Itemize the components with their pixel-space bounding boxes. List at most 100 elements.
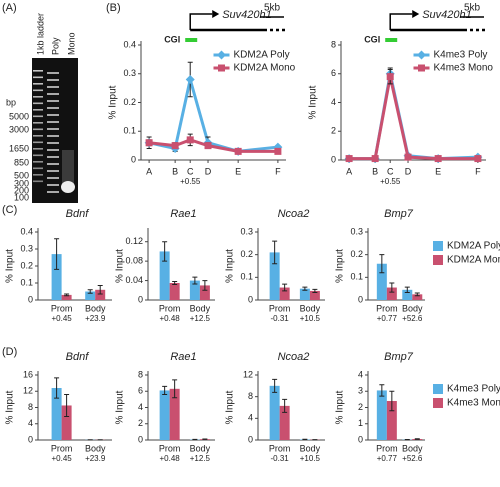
y-tick-label: 0 [28,434,33,444]
gene-arrow [389,13,413,30]
x-tick-label: Prom [159,303,181,313]
size-label: 100 [14,192,29,202]
ladder-band [33,154,43,157]
error-bar [312,288,318,294]
y-tick-label: 4 [28,418,33,428]
x-tick-label: F [275,166,281,176]
poly-band [47,191,59,193]
bar [402,289,413,300]
panel-label: (D) [2,346,17,358]
y-tick-label: 12 [23,386,33,396]
bar [61,294,72,300]
error-bar [97,285,103,295]
x-tick-label: Body [190,303,211,313]
y-axis-label: % Input [225,390,236,424]
y-tick-label: 0.3 [240,226,253,236]
y-axis-label: % Input [115,390,126,424]
ladder-band [33,167,43,170]
size-label: 300 [14,178,29,188]
gene-name: Suv420h1 [422,9,472,21]
y-tick-label: 12 [243,369,253,379]
error-bar [389,282,395,293]
panel-label: (C) [2,204,17,216]
cgi-label: CGI [164,34,180,44]
x-sublabel: +12.5 [190,454,211,463]
poly-band [47,177,59,179]
x-sublabel: +0.77 [377,454,398,463]
legend-swatch [433,398,443,408]
x-tick-label: F [475,166,481,176]
y-tick-label: 6 [138,386,143,396]
y-tick-label: 1 [358,418,363,428]
x-tick-label: Body [300,303,321,313]
x-sublabel: +52.6 [402,454,423,463]
legend-label: KDM2A Poly [234,50,290,61]
legend-label: K4me3 Poly [447,384,500,395]
y-tick-label: 0 [331,154,336,164]
y-axis-label: % Input [335,249,346,283]
error-bar [87,289,93,294]
y-tick-label: 3 [358,386,363,396]
panel-label: (B) [106,2,121,14]
point [145,139,153,147]
error-bar [302,286,308,291]
point [434,155,442,163]
bar [412,294,423,300]
point [371,155,379,163]
gene-arrow [189,13,213,30]
x-tick-label: Prom [376,303,398,313]
point [404,153,412,161]
x-sublabel: +0.45 [51,454,72,463]
ladder-band [33,135,43,137]
bar [95,289,106,300]
legend-label: K4me3 Mono [434,63,494,74]
ladder-band [33,83,43,85]
legend-label: K4me3 Poly [434,50,488,61]
bar [269,385,280,440]
scale-label: 5kb [264,3,281,14]
error-bar [172,379,178,399]
lane-label: 1kb ladder [35,13,45,55]
x-sublabel: +0.45 [51,314,72,323]
x-sublabel: +10.5 [300,454,321,463]
error-bar [379,254,385,274]
series-line [148,79,279,153]
y-axis-label: % Input [225,249,236,283]
ladder-band [33,102,43,105]
point [274,147,282,155]
y-tick-label: 0 [248,434,253,444]
error-bar [192,276,198,285]
bar [199,285,210,300]
y-axis-label: % Input [335,390,346,424]
x-tick-label: C [187,166,194,176]
error-bar [272,378,278,393]
y-tick-label: 0.3 [123,68,136,78]
poly-band [47,121,59,123]
x-tick-label: Prom [269,303,291,313]
error-bar [54,238,60,270]
x-tick-label: C [387,166,394,176]
poly-band [47,100,59,102]
x-tick-label: Body [402,443,423,453]
point [218,64,225,72]
x-sublabel: +10.5 [300,314,321,323]
y-tick-label: 2 [138,418,143,428]
x-tick-label: E [435,166,441,176]
legend-label: KDM2A Mono [447,255,500,266]
y-tick-label: 16 [23,369,33,379]
y-tick-label: 0 [358,434,363,444]
chart-title: Bmp7 [384,351,414,363]
x-sublabel: -0.31 [271,314,290,323]
point [418,64,425,72]
y-tick-label: 2 [331,126,336,136]
bar [376,390,387,440]
x-tick-label: Prom [51,443,73,453]
point [171,142,179,150]
y-tick-label: 4 [138,402,143,412]
error-bar [414,438,420,440]
bar [159,251,170,300]
x-sublabel: +52.6 [402,314,423,323]
chart-title: Bdnf [66,208,90,220]
error-bar [414,292,420,297]
